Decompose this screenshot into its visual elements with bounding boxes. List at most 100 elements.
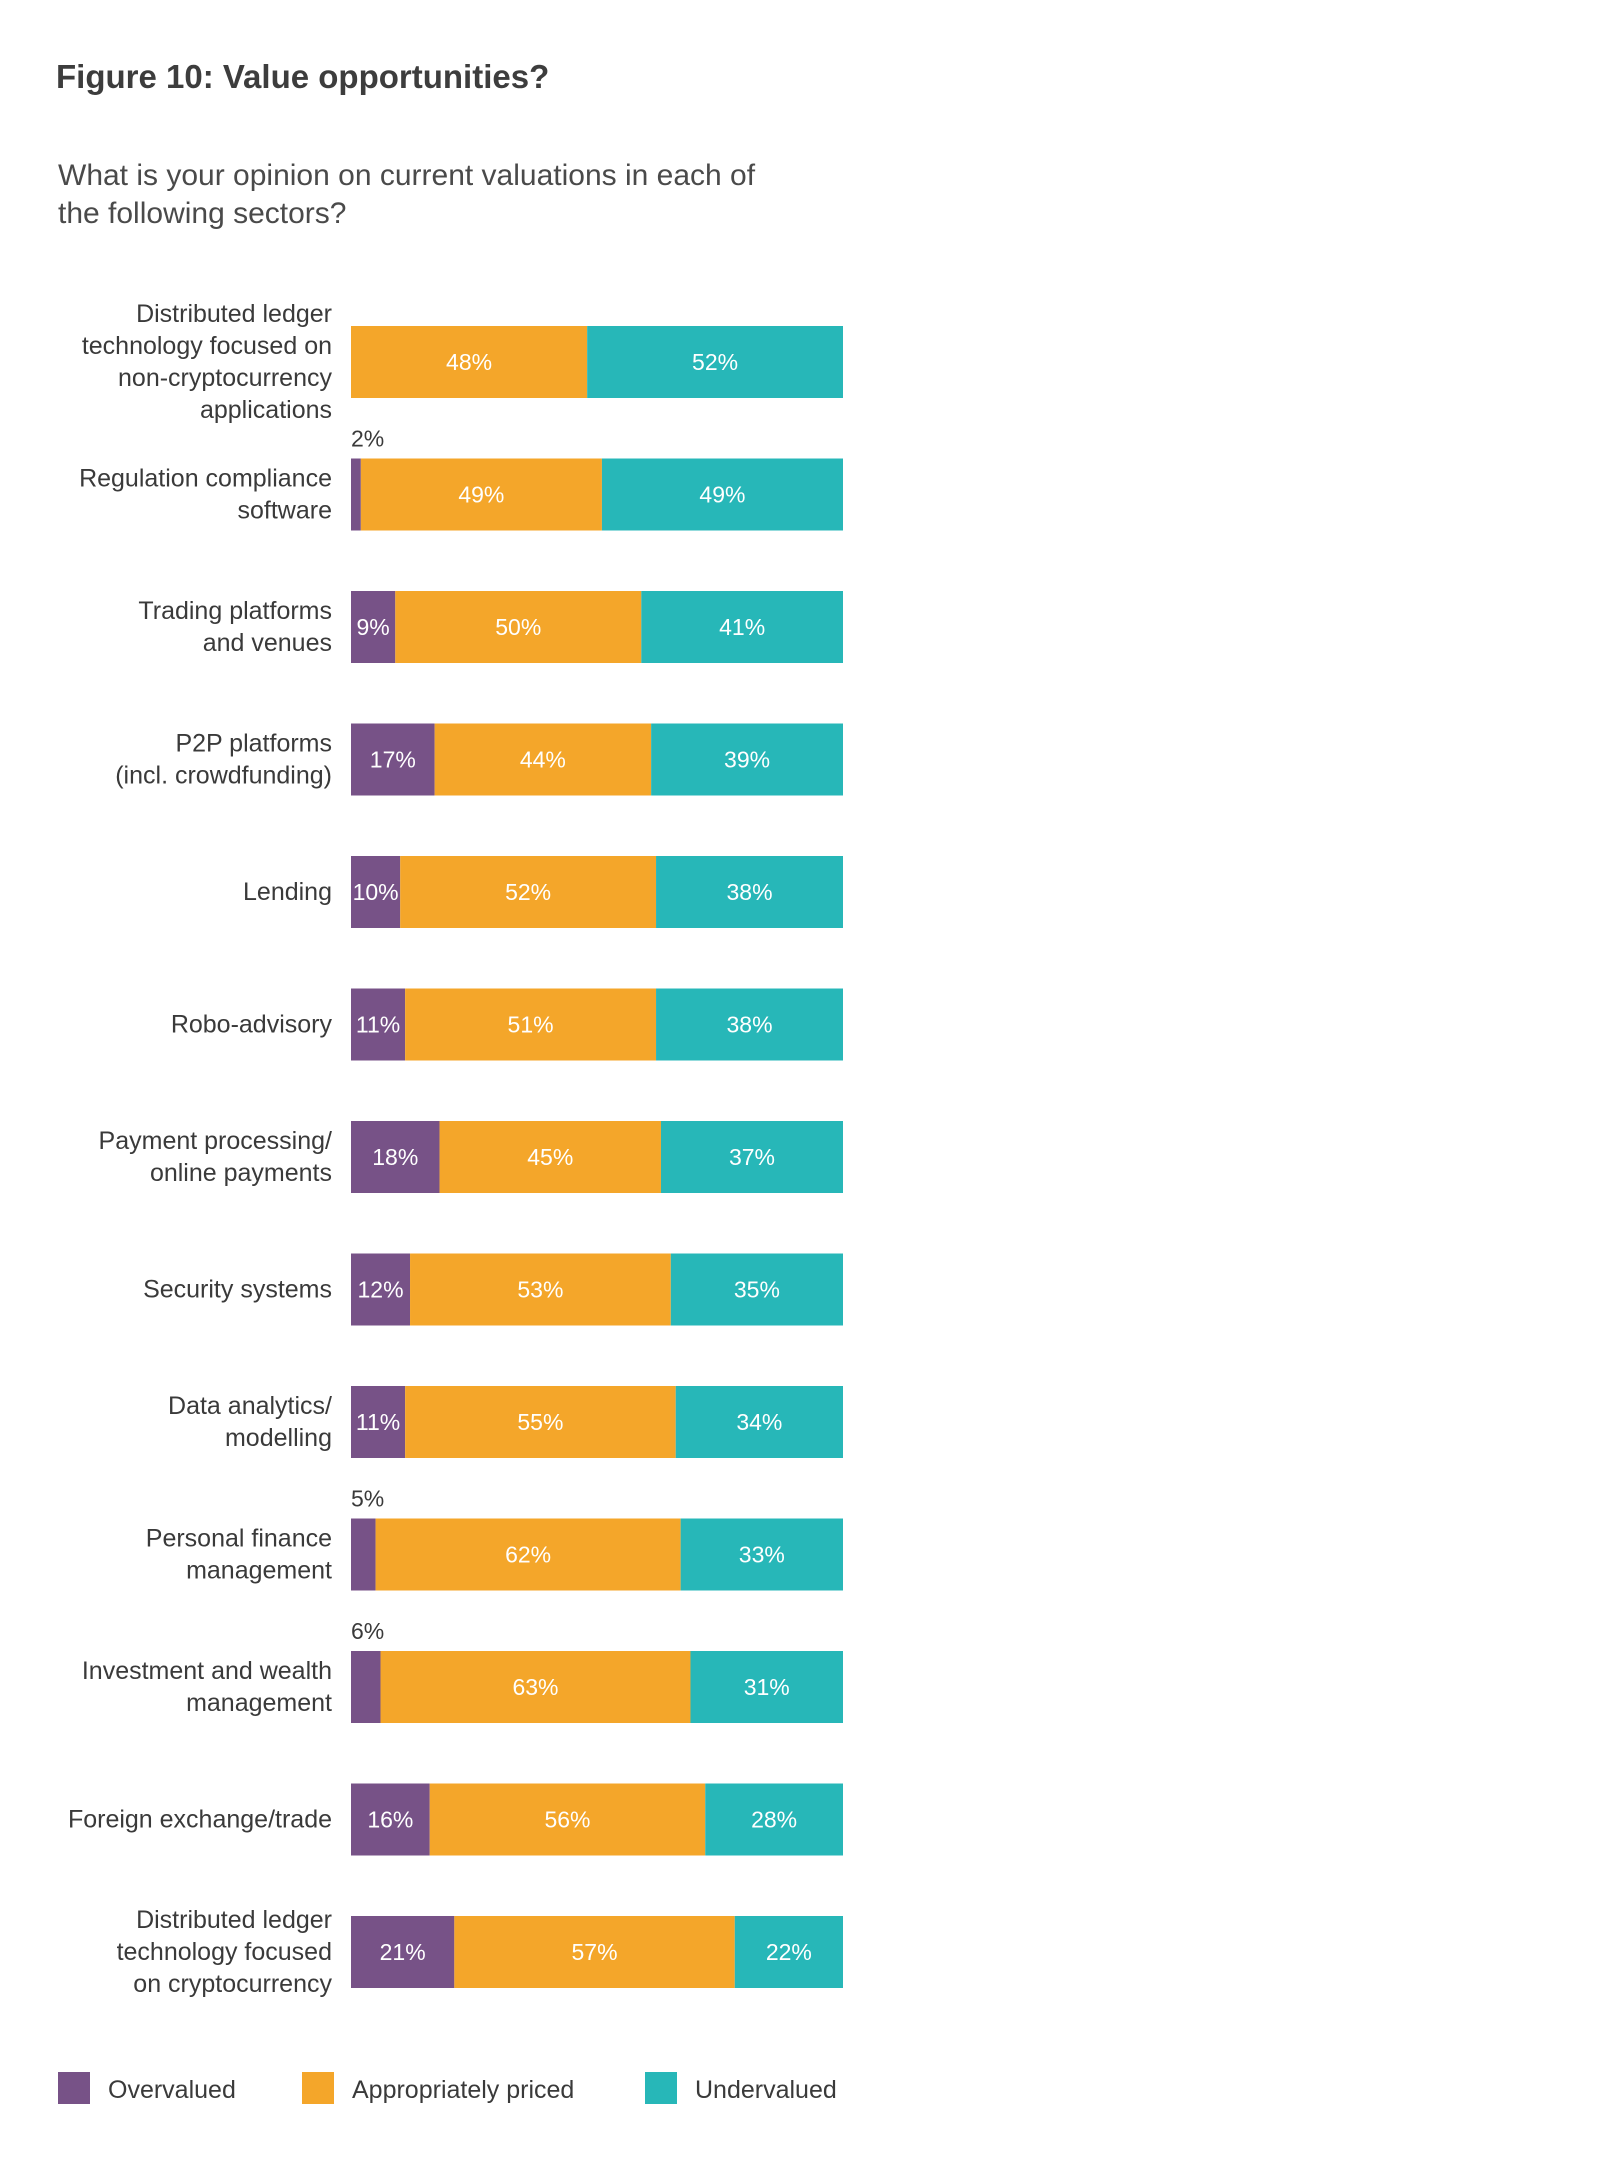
- category-label: technology focused on: [82, 332, 332, 360]
- data-label: 34%: [736, 1409, 782, 1435]
- data-label: 41%: [719, 614, 765, 640]
- bar-segment-overvalued: [351, 1386, 406, 1458]
- data-label: 16%: [367, 1807, 413, 1833]
- data-label: 38%: [726, 879, 772, 905]
- bar-segment-appropriately-priced: [454, 1916, 735, 1988]
- data-label: 11%: [356, 1409, 400, 1435]
- data-label: 11%: [356, 1012, 400, 1038]
- data-label: 52%: [505, 879, 551, 905]
- category-label: Distributed ledger: [136, 300, 332, 328]
- data-label: 22%: [766, 1939, 812, 1965]
- bar-segment-undervalued: [656, 856, 843, 928]
- bar-segment-appropriately-priced: [405, 988, 657, 1061]
- bar-segment-undervalued: [680, 1518, 843, 1591]
- data-label: 5%: [351, 1486, 384, 1512]
- data-label: 9%: [357, 614, 390, 640]
- data-label: 57%: [572, 1939, 618, 1965]
- legend-label: Overvalued: [108, 2076, 236, 2104]
- bar-segment-overvalued: [351, 1121, 440, 1193]
- data-label: 44%: [520, 747, 566, 773]
- category-label: applications: [200, 396, 332, 424]
- category-label: software: [238, 497, 332, 525]
- bar-segment-appropriately-priced: [380, 1651, 691, 1723]
- bar-segment-overvalued: [351, 1916, 455, 1988]
- category-label: Security systems: [143, 1276, 332, 1304]
- category-label: non-cryptocurrency: [118, 364, 332, 392]
- data-label: 31%: [744, 1674, 790, 1700]
- data-label: 55%: [517, 1409, 563, 1435]
- bar-segment-undervalued: [670, 1253, 843, 1326]
- data-label: 49%: [699, 482, 745, 508]
- bar-segment-undervalued: [705, 1783, 843, 1856]
- bar-segment-appropriately-priced: [351, 326, 588, 398]
- bar-segment-overvalued: [351, 1651, 381, 1723]
- category-label: online payments: [150, 1159, 332, 1187]
- category-label: Robo-advisory: [171, 1011, 333, 1039]
- data-label: 50%: [495, 614, 541, 640]
- category-label: management: [186, 1557, 332, 1585]
- data-label: 37%: [729, 1144, 775, 1170]
- data-label: 6%: [351, 1618, 384, 1644]
- bar-segment-overvalued: [351, 591, 396, 663]
- bar-segment-appropriately-priced: [360, 458, 602, 531]
- bar-segment-appropriately-priced: [395, 591, 642, 663]
- category-label: Regulation compliance: [79, 465, 332, 493]
- bar-segment-appropriately-priced: [429, 1783, 706, 1856]
- data-label: 21%: [380, 1939, 426, 1965]
- category-label: technology focused: [117, 1938, 332, 1966]
- data-label: 48%: [446, 349, 492, 375]
- bar-segment-appropriately-priced: [439, 1121, 661, 1193]
- data-label: 49%: [458, 482, 504, 508]
- bar-segment-appropriately-priced: [434, 723, 652, 796]
- bar-segment-overvalued: [351, 1253, 411, 1326]
- data-label: 38%: [726, 1012, 772, 1038]
- bar-segment-undervalued: [641, 591, 843, 663]
- data-label: 28%: [751, 1807, 797, 1833]
- legend-swatch: [645, 2072, 677, 2104]
- legend-label: Appropriately priced: [352, 2076, 574, 2104]
- bar-segment-overvalued: [351, 856, 401, 928]
- bar-segment-appropriately-priced: [405, 1386, 676, 1458]
- bar-segment-overvalued: [351, 723, 435, 796]
- legend-swatch: [302, 2072, 334, 2104]
- category-label: on cryptocurrency: [133, 1970, 332, 1998]
- category-label: Investment and wealth: [82, 1657, 332, 1685]
- category-label: Trading platforms: [138, 597, 332, 625]
- data-label: 18%: [372, 1144, 418, 1170]
- data-label: 45%: [527, 1144, 573, 1170]
- bar-segment-appropriately-priced: [400, 856, 657, 928]
- category-label: management: [186, 1689, 332, 1717]
- data-label: 53%: [517, 1277, 563, 1303]
- category-label: Payment processing/: [99, 1127, 333, 1155]
- legend-swatch: [58, 2072, 90, 2104]
- bar-segment-undervalued: [651, 723, 843, 796]
- bar-segment-undervalued: [601, 458, 843, 531]
- data-label: 12%: [357, 1277, 403, 1303]
- category-label: Distributed ledger: [136, 1906, 332, 1934]
- category-label: Data analytics/: [168, 1392, 332, 1420]
- legend-label: Undervalued: [695, 2076, 837, 2104]
- data-label: 35%: [734, 1277, 780, 1303]
- data-label: 17%: [370, 747, 416, 773]
- category-label: Personal finance: [146, 1525, 332, 1553]
- category-label: (incl. crowdfunding): [115, 762, 332, 790]
- category-label: modelling: [225, 1424, 332, 1452]
- data-label: 39%: [724, 747, 770, 773]
- data-label: 33%: [739, 1542, 785, 1568]
- data-label: 51%: [508, 1012, 554, 1038]
- bar-segment-undervalued: [656, 988, 843, 1061]
- bar-segment-undervalued: [690, 1651, 843, 1723]
- bar-segment-overvalued: [351, 1518, 376, 1591]
- bar-segment-undervalued: [734, 1916, 843, 1988]
- category-label: P2P platforms: [175, 730, 332, 758]
- bar-segment-overvalued: [351, 458, 361, 531]
- bar-segment-undervalued: [675, 1386, 843, 1458]
- data-label: 10%: [353, 879, 399, 905]
- data-label: 2%: [351, 426, 384, 452]
- category-label: Lending: [243, 878, 332, 906]
- bar-segment-overvalued: [351, 1783, 430, 1856]
- category-label: and venues: [203, 629, 332, 657]
- bar-segment-overvalued: [351, 988, 406, 1061]
- figure-subtitle: What is your opinion on current valuatio…: [58, 159, 756, 230]
